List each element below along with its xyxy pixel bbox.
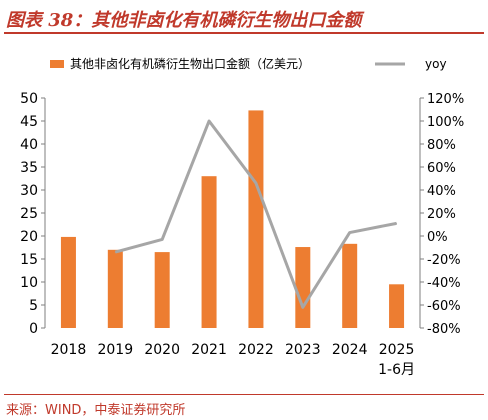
left-axis-tick-label: 0 bbox=[29, 321, 38, 337]
x-axis-tick-label: 2022 bbox=[238, 342, 274, 358]
left-axis-tick-label: 35 bbox=[20, 160, 38, 176]
x-axis-tick-label: 2019 bbox=[97, 342, 133, 358]
right-axis-tick-label: -80% bbox=[427, 322, 461, 337]
left-axis-tick-label: 45 bbox=[20, 114, 38, 130]
bar bbox=[248, 110, 264, 328]
bar bbox=[154, 252, 170, 328]
bar bbox=[389, 284, 405, 328]
left-axis-tick-label: 25 bbox=[20, 206, 38, 222]
source-note: 来源：WIND，中泰证券研究所 bbox=[6, 403, 186, 418]
title-rule bbox=[4, 32, 484, 34]
left-axis: 0 5 10 15 20 25 30 35 40 45 50 bbox=[20, 91, 46, 337]
x-axis-tick-label: 2021 bbox=[191, 342, 227, 358]
right-axis-tick-label: 20% bbox=[427, 207, 456, 222]
yoy-point bbox=[255, 182, 257, 184]
yoy-point bbox=[302, 306, 304, 308]
right-axis-tick-label: 40% bbox=[427, 184, 456, 199]
left-axis-tick-label: 40 bbox=[20, 137, 38, 153]
yoy-point bbox=[208, 120, 210, 122]
left-axis-tick-label: 15 bbox=[20, 252, 38, 268]
legend: 其他非卤化有机磷衍生物出口金额（亿美元） yoy bbox=[50, 56, 447, 71]
bar bbox=[295, 247, 311, 328]
right-axis-tick-label: 60% bbox=[427, 161, 456, 176]
yoy-point bbox=[396, 222, 398, 224]
right-axis-tick-label: -40% bbox=[427, 276, 461, 291]
left-axis-tick-label: 50 bbox=[20, 91, 38, 107]
right-axis-tick-label: 80% bbox=[427, 138, 456, 153]
left-axis-tick-label: 20 bbox=[20, 229, 38, 245]
left-axis-tick-label: 30 bbox=[20, 183, 38, 199]
legend-line-label: yoy bbox=[425, 57, 447, 71]
right-axis-tick-label: -60% bbox=[427, 299, 461, 314]
right-axis: -80% -60% -40% -20% 0% 20% 40% 60% 80% 100% 120% bbox=[419, 92, 464, 337]
right-axis-tick-label: -20% bbox=[427, 253, 461, 268]
x-axis-labels: 2018 2019 2020 2021 2022 2023 2024 2025 1-6月 bbox=[51, 342, 415, 378]
chart: 其他非卤化有机磷衍生物出口金额（亿美元） yoy 0 5 10 15 20 25 30 35 4… bbox=[20, 56, 464, 378]
legend-bar-swatch bbox=[50, 60, 64, 68]
bottom-rule bbox=[4, 394, 484, 395]
bar bbox=[60, 236, 76, 328]
right-axis-tick-label: 0% bbox=[427, 230, 448, 245]
right-axis-tick-label: 100% bbox=[427, 115, 464, 130]
x-axis-tick-label: 2023 bbox=[285, 342, 321, 358]
figure-title: 图表 38：其他非卤化有机磷衍生物出口金额 bbox=[6, 10, 362, 31]
yoy-line bbox=[114, 119, 398, 309]
bar bbox=[107, 249, 123, 328]
right-axis-tick-label: 120% bbox=[427, 92, 464, 107]
yoy-point bbox=[349, 232, 351, 234]
x-axis-tick-label: 2024 bbox=[332, 342, 368, 358]
x-axis-tick-label: 2025 1-6月 bbox=[378, 342, 415, 378]
yoy-point bbox=[161, 238, 163, 240]
left-axis-tick-label: 10 bbox=[20, 275, 38, 291]
bar bbox=[342, 243, 358, 328]
legend-bar-label: 其他非卤化有机磷衍生物出口金额（亿美元） bbox=[70, 56, 310, 71]
bar bbox=[201, 176, 217, 328]
x-axis-tick-label: 2018 bbox=[51, 342, 87, 358]
x-axis-tick-label: 2020 bbox=[144, 342, 180, 358]
bars bbox=[60, 110, 405, 328]
yoy-point bbox=[114, 251, 116, 253]
left-axis-tick-label: 5 bbox=[29, 298, 38, 314]
